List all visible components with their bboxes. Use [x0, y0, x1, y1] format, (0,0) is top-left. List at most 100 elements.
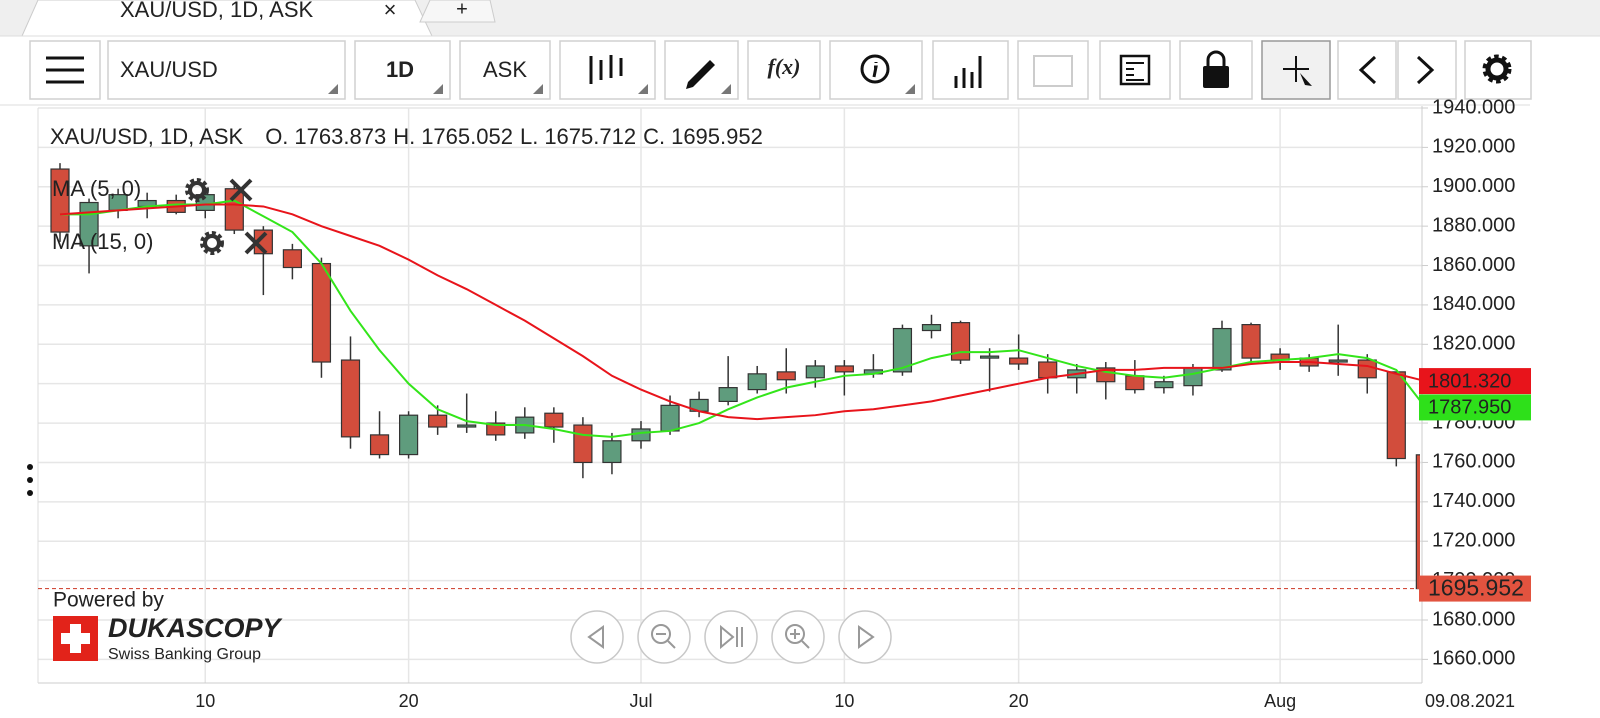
branding: Powered by DUKASCOPY Swiss Banking Group [53, 589, 284, 663]
y-tick-label: 1720.000 [1432, 530, 1515, 552]
calendar-button[interactable] [1017, 40, 1089, 100]
navigation [570, 610, 892, 664]
period-select[interactable] [354, 40, 451, 100]
candle-body [776, 371, 796, 381]
x-tick-label: 10 [834, 691, 854, 711]
legend-remove[interactable] [244, 231, 268, 255]
zoom-out-glyph [656, 633, 676, 649]
news-lines [1126, 62, 1144, 81]
chart-header: XAU/USD, 1D, ASK O. 1763.873 H. 1765.052 L. 16… [50, 124, 763, 149]
legend-remove[interactable] [229, 178, 253, 202]
nav-back-button[interactable] [570, 610, 624, 664]
candle-body [892, 327, 913, 373]
dropdown-arrow [721, 84, 731, 94]
y-tick-label: 1940.000 [1432, 96, 1515, 118]
info-icon [860, 54, 890, 84]
header-text: 1675.712 [544, 124, 636, 149]
candle-body [1183, 367, 1203, 387]
candle-body [282, 249, 302, 269]
scroll-right-button[interactable] [1397, 40, 1457, 100]
dropdown-arrow [328, 84, 338, 94]
legend-label: MA (5, 0) [52, 176, 141, 201]
candle-body [1328, 359, 1348, 363]
candle-body [979, 355, 1000, 359]
tab-close[interactable]: × [384, 0, 397, 22]
header-text: C. [643, 124, 665, 149]
pencil-icon [686, 60, 715, 89]
dropdown-arrow [905, 84, 915, 94]
price-box-label: 1695.952 [1428, 575, 1524, 601]
x-tick-label: 20 [399, 691, 419, 711]
y-tick-label: 1680.000 [1432, 608, 1515, 630]
calendar-icon [1033, 55, 1073, 87]
lock-body [1203, 66, 1229, 88]
zoom-out-icon [651, 624, 671, 644]
y-tick-label: 1880.000 [1432, 214, 1515, 236]
new-tab[interactable] [419, 0, 496, 23]
x-tick-label: 20 [1009, 691, 1029, 711]
scroll-left-button[interactable] [1337, 40, 1397, 100]
toolbar: XAU/USD 1D ASK f(x) [29, 40, 1532, 100]
side-select[interactable] [459, 40, 551, 100]
reset-button[interactable] [704, 610, 758, 664]
brand-name: DUKASCOPY [108, 613, 284, 643]
instrument-select[interactable] [107, 40, 346, 100]
new-tab-label: + [456, 0, 468, 20]
crosshair-icon [1283, 56, 1309, 82]
lock-button[interactable] [1179, 40, 1253, 100]
candle-body [486, 422, 506, 436]
price-box-label: 1787.950 [1428, 397, 1511, 419]
candle-body [950, 322, 971, 361]
ma-line [60, 199, 1420, 438]
candle-body [399, 414, 419, 456]
header-text: O. [265, 124, 288, 149]
nav-forward-button[interactable] [838, 610, 892, 664]
candle-body [544, 412, 564, 428]
news-button[interactable] [1099, 40, 1171, 100]
tab-label: XAU/USD, 1D, ASK [120, 0, 314, 22]
settings-button[interactable] [1464, 40, 1532, 100]
menu-icon [46, 56, 84, 84]
header-text: H. [393, 124, 415, 149]
lock-shackle [1206, 50, 1226, 66]
candle-body [1415, 454, 1420, 590]
chart-type-button[interactable] [559, 40, 656, 100]
candle-body [573, 424, 593, 464]
function-label: f(x) [768, 54, 801, 79]
y-tick-label: 1840.000 [1432, 293, 1515, 315]
indicators-button[interactable] [932, 40, 1009, 100]
y-tick-label: 1920.000 [1432, 136, 1515, 158]
zoom-in-icon [785, 624, 805, 644]
zoom-in-button[interactable] [771, 610, 825, 664]
legend: MA (5, 0) MA (15, 0) [52, 176, 268, 255]
function-button[interactable] [747, 40, 821, 100]
candles-icon [589, 55, 623, 84]
info-glyph [872, 62, 878, 78]
x-tick-label: Jul [629, 691, 652, 711]
handle-dot [27, 490, 33, 496]
header-text: L. [520, 124, 538, 149]
y-tick-label: 1820.000 [1432, 333, 1515, 355]
dropdown-arrow [638, 84, 648, 94]
right-arrow [1416, 55, 1435, 85]
cursor-icon [1300, 73, 1312, 86]
period-label: 1D [386, 57, 414, 82]
chart-handle[interactable] [27, 464, 33, 496]
grid [37, 107, 1422, 684]
zoom-out-button[interactable] [637, 610, 691, 664]
instrument-label: XAU/USD [120, 57, 218, 82]
candle-body [805, 365, 825, 379]
candle-body [369, 434, 390, 456]
header-text: 1695.952 [671, 124, 763, 149]
candle-body [1009, 357, 1029, 365]
price-box [1419, 394, 1531, 421]
candle-body [1125, 375, 1145, 391]
y-tick-label: 1860.000 [1432, 254, 1515, 276]
y-tick-label: 1660.000 [1432, 648, 1515, 670]
nav-back-icon [587, 625, 604, 649]
brand-tagline: Swiss Banking Group [108, 646, 261, 663]
candle-body [1357, 359, 1377, 379]
powered-by: Powered by [53, 589, 164, 612]
candle-body [747, 373, 767, 391]
handle-dot [27, 464, 33, 470]
